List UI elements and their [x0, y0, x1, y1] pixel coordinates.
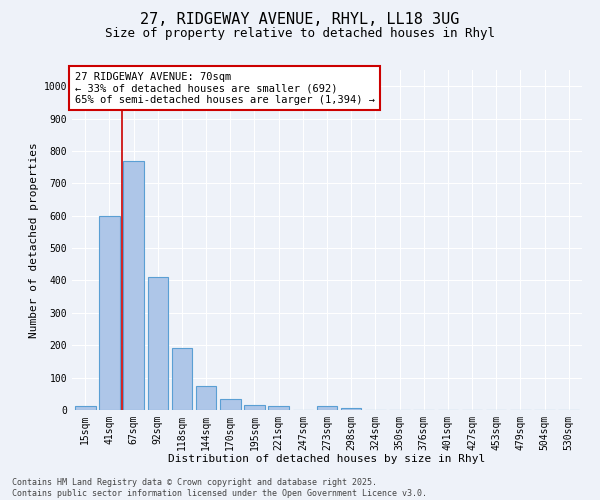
Bar	[220, 398, 241, 410]
Bar	[124, 160, 144, 410]
Bar	[196, 386, 217, 410]
Bar	[172, 348, 192, 410]
Y-axis label: Number of detached properties: Number of detached properties	[29, 142, 40, 338]
Bar	[148, 277, 168, 410]
Text: Contains HM Land Registry data © Crown copyright and database right 2025.
Contai: Contains HM Land Registry data © Crown c…	[12, 478, 427, 498]
Bar	[99, 216, 120, 410]
X-axis label: Distribution of detached houses by size in Rhyl: Distribution of detached houses by size …	[169, 454, 485, 464]
Text: 27 RIDGEWAY AVENUE: 70sqm
← 33% of detached houses are smaller (692)
65% of semi: 27 RIDGEWAY AVENUE: 70sqm ← 33% of detac…	[74, 72, 374, 105]
Text: 27, RIDGEWAY AVENUE, RHYL, LL18 3UG: 27, RIDGEWAY AVENUE, RHYL, LL18 3UG	[140, 12, 460, 28]
Text: Size of property relative to detached houses in Rhyl: Size of property relative to detached ho…	[105, 28, 495, 40]
Bar	[317, 406, 337, 410]
Bar	[75, 406, 95, 410]
Bar	[268, 406, 289, 410]
Bar	[244, 405, 265, 410]
Bar	[341, 408, 361, 410]
